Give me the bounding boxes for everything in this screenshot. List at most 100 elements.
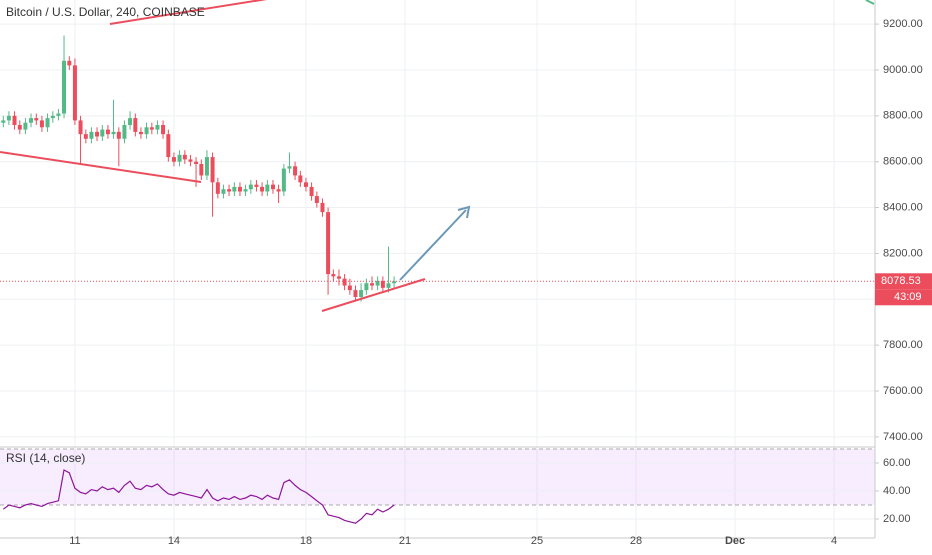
candle [270, 180, 275, 194]
candle-body [364, 283, 369, 291]
candle-body [293, 166, 298, 176]
axes: 111418212528Dec47400.007600.007800.00800… [69, 18, 932, 547]
candle [254, 180, 259, 192]
candle [347, 278, 352, 295]
candle-body [1, 120, 6, 123]
candle [29, 113, 34, 128]
candle-body [369, 283, 374, 286]
candle [276, 184, 281, 203]
candle-body [78, 120, 83, 135]
candle-body [265, 184, 270, 192]
x-tick-label: 18 [300, 535, 312, 547]
candle-body [122, 124, 127, 139]
candle-body [336, 276, 341, 279]
rsi-tick-label: 60.00 [883, 457, 911, 469]
candle-body [166, 134, 171, 158]
candle-body [359, 290, 364, 298]
candle [45, 113, 50, 132]
candle [248, 180, 253, 194]
candle-body [237, 186, 242, 192]
trend-line [321, 278, 426, 312]
candle-body [50, 115, 55, 119]
candle-body [232, 186, 237, 192]
grid [0, 0, 875, 538]
candle [188, 154, 193, 167]
y-tick-label: 7600.00 [883, 385, 923, 397]
candle [116, 127, 121, 167]
candle [353, 285, 358, 302]
candle [122, 120, 127, 144]
x-tick-label: 25 [531, 535, 543, 547]
candle [6, 111, 11, 125]
candle [369, 276, 374, 291]
candle-body [314, 196, 319, 203]
candle [182, 150, 187, 164]
chart-title: Bitcoin / U.S. Dollar, 240, COINBASE [6, 5, 205, 19]
candle-body [116, 131, 121, 139]
candle [138, 127, 143, 139]
rsi-tick-label: 40.00 [883, 485, 911, 497]
candle-body [89, 131, 94, 139]
marks [0, 35, 875, 524]
candle-body [149, 127, 154, 130]
candle-body [270, 184, 275, 190]
candle-body [199, 163, 204, 176]
candle [17, 120, 22, 135]
candle-body [182, 154, 187, 160]
last-price-tag [875, 273, 932, 290]
candle [56, 108, 61, 121]
candle [23, 118, 28, 135]
candle-body [276, 189, 281, 192]
candle-body [254, 184, 259, 187]
candle [260, 182, 265, 197]
candle [386, 246, 391, 293]
candle [314, 191, 319, 208]
candle-body [227, 189, 232, 192]
candle-body [210, 157, 215, 183]
candle-body [392, 281, 397, 284]
candle [243, 184, 248, 197]
candle [95, 127, 100, 142]
candle-body [67, 60, 72, 66]
candle [375, 276, 380, 291]
candle [105, 124, 110, 139]
candle [320, 198, 325, 217]
candle-body [105, 129, 110, 135]
candle-body [194, 161, 199, 164]
candle [1, 115, 6, 128]
candle [331, 269, 336, 281]
candle-body [380, 280, 385, 288]
candle-body [326, 212, 331, 275]
y-tick-label: 8600.00 [883, 156, 923, 168]
candle-body [155, 124, 160, 130]
candle-body [138, 131, 143, 135]
candle-body [83, 134, 88, 139]
candle-body [62, 60, 67, 114]
candle [326, 207, 331, 295]
last-price-label: 8078.53 [881, 275, 921, 287]
candle [221, 184, 226, 199]
candle-body [353, 290, 358, 298]
candle [34, 113, 39, 125]
candle-body [281, 168, 286, 192]
candle [62, 35, 67, 119]
y-tick-label: 7800.00 [883, 339, 923, 351]
candle-body [12, 115, 17, 125]
candle [232, 182, 237, 197]
candle [237, 182, 242, 197]
candle [210, 152, 215, 217]
rsi-band [0, 448, 875, 505]
candle [89, 127, 94, 144]
candle-body [375, 280, 380, 286]
candle [281, 163, 286, 197]
candle [155, 120, 160, 135]
candle-body [260, 186, 265, 192]
candle-body [111, 131, 116, 135]
candle-body [243, 189, 248, 192]
candle [111, 99, 116, 139]
candle-body [248, 184, 253, 190]
rsi-label: RSI (14, close) [6, 451, 85, 465]
trend-line [109, 0, 268, 25]
